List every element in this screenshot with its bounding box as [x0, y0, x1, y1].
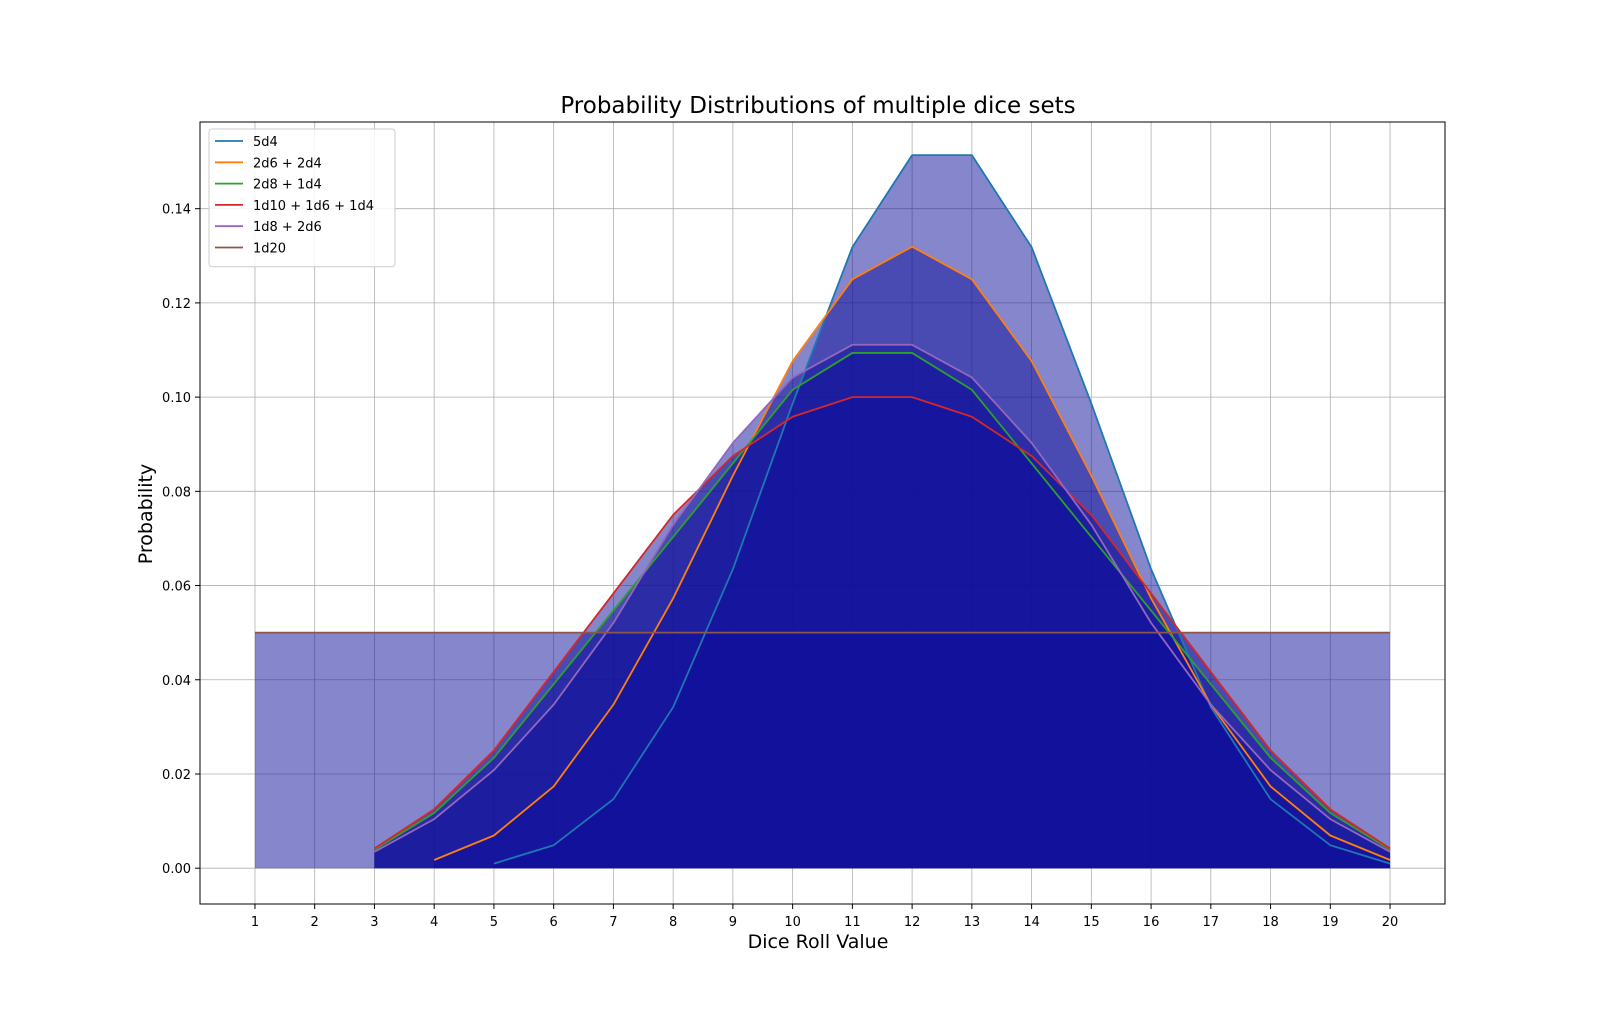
y-tick-label: 0.08: [162, 485, 191, 500]
x-tick-label: 13: [964, 915, 981, 930]
x-tick-label: 3: [370, 915, 378, 930]
y-tick-label: 0.12: [162, 297, 191, 312]
y-tick-label: 0.00: [162, 862, 191, 877]
legend-label: 2d8 + 1d4: [253, 178, 322, 193]
legend-label: 1d20: [253, 242, 286, 257]
legend-box: [208, 128, 396, 268]
y-tick-label: 0.14: [162, 203, 191, 218]
x-tick-label: 19: [1322, 915, 1339, 930]
legend: 5d4 2d6 + 2d4 2d8 + 1d4 1d10 + 1d6 + 1d4 1d8…: [208, 128, 396, 268]
fill-layer: [254, 155, 1391, 869]
tick-layer: 1 2 3 4 5 6 7 8 9 10 11 12 13 14 15 16 17 18 19 200.000.020…: [162, 203, 1398, 930]
y-axis-label: Probability: [135, 464, 157, 564]
area-fill-series-5: [254, 632, 1391, 869]
x-tick-label: 17: [1203, 915, 1220, 930]
x-tick-label: 20: [1382, 915, 1399, 930]
x-tick-label: 18: [1262, 915, 1279, 930]
x-tick-label: 12: [904, 915, 921, 930]
line-series-4: [374, 343, 1391, 853]
plot-frame: [199, 121, 1446, 905]
line-series-3: [373, 396, 1391, 850]
x-tick-label: 15: [1083, 915, 1100, 930]
x-tick-label: 4: [430, 915, 438, 930]
legend-label: 1d10 + 1d6 + 1d4: [253, 199, 374, 214]
line-layer: [254, 154, 1391, 865]
line-series-1: [433, 245, 1391, 861]
x-tick-label: 7: [609, 915, 617, 930]
y-tick-label: 0.04: [162, 674, 191, 689]
legend-label: 1d8 + 2d6: [253, 220, 322, 235]
legend-label: 5d4: [253, 135, 278, 150]
chart-title: Probability Distributions of multiple di…: [560, 93, 1075, 119]
x-tick-label: 6: [550, 915, 558, 930]
x-tick-label: 11: [844, 915, 861, 930]
x-tick-label: 2: [311, 915, 319, 930]
x-tick-label: 1: [251, 915, 259, 930]
x-tick-label: 14: [1023, 915, 1040, 930]
legend-label: 2d6 + 2d4: [253, 156, 322, 171]
x-tick-label: 10: [784, 915, 801, 930]
x-tick-label: 9: [729, 915, 737, 930]
line-series-0: [493, 154, 1391, 865]
x-tick-label: 5: [490, 915, 498, 930]
y-tick-label: 0.06: [162, 580, 191, 595]
x-tick-label: 8: [669, 915, 677, 930]
y-tick-label: 0.02: [162, 768, 191, 783]
x-axis-label: Dice Roll Value: [748, 931, 889, 953]
line-series-2: [373, 352, 1391, 851]
x-tick-label: 16: [1143, 915, 1160, 930]
y-tick-label: 0.10: [162, 391, 191, 406]
